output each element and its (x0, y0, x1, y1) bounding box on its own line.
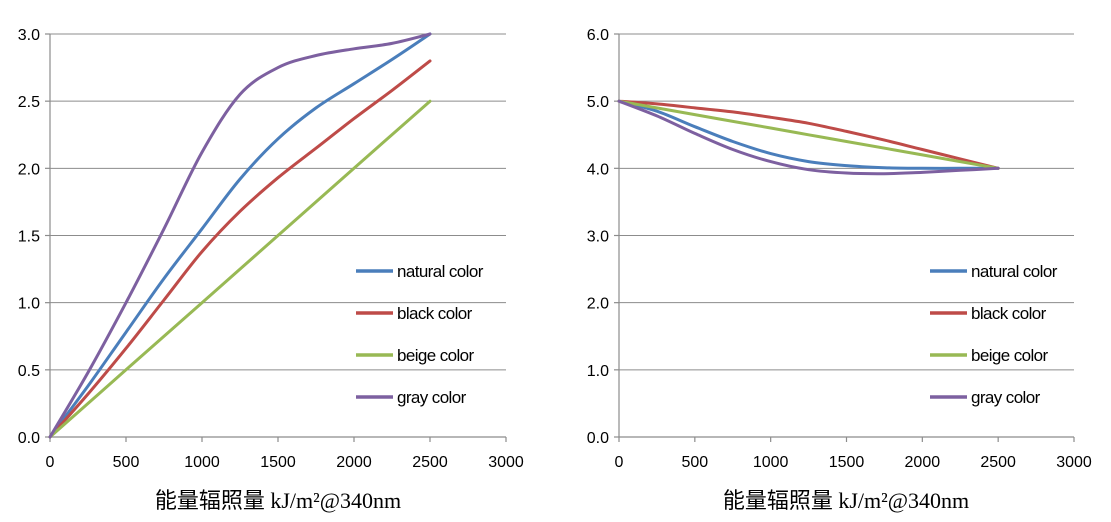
left-y-tick-label: 3.0 (18, 27, 40, 44)
left-y-tick-label: 2.0 (18, 161, 40, 178)
left-x-tick-label: 500 (113, 454, 140, 471)
left-x-tick-label: 1000 (184, 454, 220, 471)
right-y-tick-label: 2.0 (587, 296, 609, 313)
left-x-tick-label: 2000 (336, 454, 372, 471)
left-legend-label: black color (397, 304, 473, 323)
left-chart-series-lines (48, 32, 432, 439)
right-y-tick-label: 3.0 (587, 229, 609, 246)
right-y-tick-label: 0.0 (587, 430, 609, 447)
left-series-line-natural-color (48, 32, 432, 439)
right-chart: 0.0 1.0 2.0 3.0 4.0 5.0 6.0 0 500 1000 1500 2000 25… (587, 27, 1092, 513)
left-series-line-gray-color (48, 32, 432, 439)
right-x-tick-label: 0 (615, 454, 624, 471)
left-y-tick-label: 0.0 (18, 430, 40, 447)
right-x-tick-label: 1500 (829, 454, 865, 471)
right-chart-legend: natural color black color beige color gray … (930, 262, 1058, 407)
left-legend-label: natural color (397, 262, 484, 281)
right-x-tick-label: 500 (681, 454, 708, 471)
right-x-tick-label: 2000 (905, 454, 941, 471)
left-x-tick-label: 2500 (412, 454, 448, 471)
left-y-tick-label: 1.5 (18, 229, 40, 246)
right-x-tick-label: 3000 (1056, 454, 1092, 471)
left-series-line-beige-color (48, 99, 432, 439)
right-x-tick-label: 2500 (980, 454, 1016, 471)
left-chart-legend: natural color black color beige color gray … (356, 262, 484, 407)
left-chart-x-tick-labels: 0 500 1000 1500 2000 2500 3000 (46, 454, 524, 471)
left-y-tick-label: 0.5 (18, 363, 40, 380)
left-x-tick-label: 1500 (260, 454, 296, 471)
right-chart-x-axis-label: 能量辐照量 kJ/m²@340nm (723, 488, 969, 513)
right-chart-x-tick-labels: 0 500 1000 1500 2000 2500 3000 (615, 454, 1092, 471)
right-legend-label: beige color (971, 346, 1049, 365)
right-series-line-beige-color (617, 99, 1000, 170)
left-chart-y-tick-labels: 0.0 0.5 1.0 1.5 2.0 2.5 3.0 (18, 27, 40, 447)
left-legend-label: beige color (397, 346, 475, 365)
right-legend-label: gray color (971, 388, 1041, 407)
right-chart-series-lines (617, 99, 1000, 176)
right-y-tick-label: 6.0 (587, 27, 609, 44)
right-chart-axes (614, 33, 1075, 442)
left-x-tick-label: 3000 (488, 454, 524, 471)
left-y-tick-label: 2.5 (18, 94, 40, 111)
left-legend-label: gray color (397, 388, 467, 407)
left-chart-x-axis-label: 能量辐照量 kJ/m²@340nm (155, 488, 401, 513)
right-series-line-black-color (617, 99, 1000, 170)
left-series-line-black-color (48, 59, 432, 439)
right-y-tick-label: 1.0 (587, 363, 609, 380)
right-y-tick-label: 5.0 (587, 94, 609, 111)
right-series-line-gray-color (617, 99, 1000, 176)
left-chart: 0.0 0.5 1.0 1.5 2.0 2.5 3.0 0 500 1000 1500 2000 25… (18, 27, 524, 513)
left-x-tick-label: 0 (46, 454, 55, 471)
left-y-tick-label: 1.0 (18, 296, 40, 313)
right-legend-label: natural color (971, 262, 1058, 281)
left-chart-axes (45, 33, 507, 442)
right-chart-grid (619, 33, 1074, 371)
right-y-tick-label: 4.0 (587, 161, 609, 178)
right-legend-label: black color (971, 304, 1047, 323)
right-series-line-natural-color (617, 99, 1000, 170)
right-x-tick-label: 1000 (753, 454, 789, 471)
right-chart-y-tick-labels: 0.0 1.0 2.0 3.0 4.0 5.0 6.0 (587, 27, 609, 447)
